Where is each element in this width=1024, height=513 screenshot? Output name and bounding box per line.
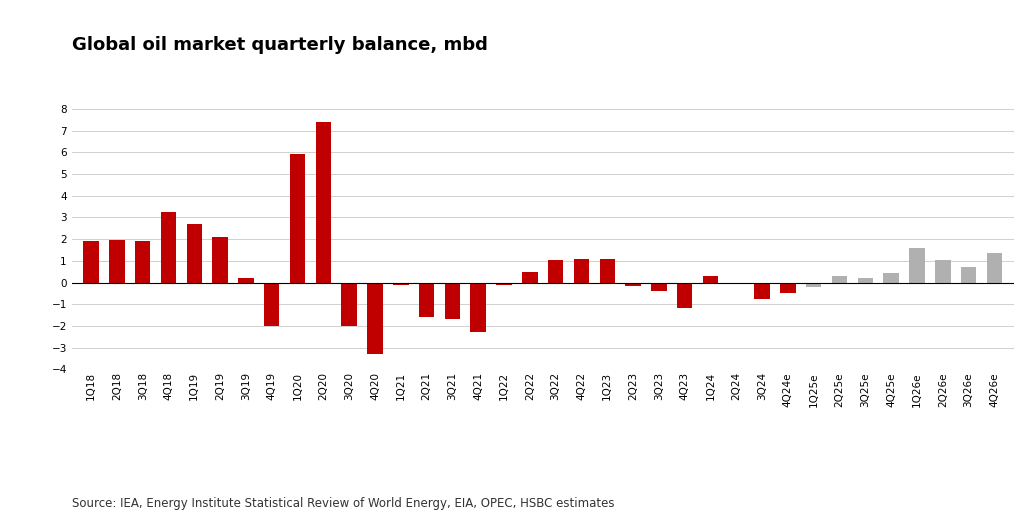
Bar xyxy=(83,241,98,283)
Bar xyxy=(806,283,821,287)
Bar xyxy=(884,273,899,283)
Bar xyxy=(961,267,976,283)
Bar xyxy=(290,154,305,283)
Bar xyxy=(522,272,538,283)
Bar xyxy=(599,259,615,283)
Bar xyxy=(135,241,151,283)
Bar xyxy=(909,248,925,283)
Bar xyxy=(780,283,796,293)
Bar xyxy=(393,283,409,285)
Bar xyxy=(728,283,744,284)
Bar xyxy=(626,283,641,286)
Bar xyxy=(935,260,950,283)
Bar xyxy=(497,283,512,285)
Bar xyxy=(831,276,847,283)
Bar xyxy=(315,122,331,283)
Bar xyxy=(548,260,563,283)
Bar xyxy=(419,283,434,317)
Bar xyxy=(470,283,486,332)
Text: Source: IEA, Energy Institute Statistical Review of World Energy, EIA, OPEC, HSB: Source: IEA, Energy Institute Statistica… xyxy=(72,498,614,510)
Bar xyxy=(341,283,357,326)
Bar xyxy=(755,283,770,299)
Bar xyxy=(987,253,1002,283)
Bar xyxy=(677,283,692,307)
Bar xyxy=(264,283,280,326)
Bar xyxy=(858,278,873,283)
Bar xyxy=(186,224,202,283)
Bar xyxy=(368,283,383,354)
Bar xyxy=(444,283,460,320)
Bar xyxy=(110,240,125,283)
Bar xyxy=(573,259,589,283)
Bar xyxy=(212,237,227,283)
Bar xyxy=(651,283,667,291)
Bar xyxy=(239,278,254,283)
Bar xyxy=(161,212,176,283)
Text: Global oil market quarterly balance, mbd: Global oil market quarterly balance, mbd xyxy=(72,36,487,54)
Bar xyxy=(702,276,718,283)
